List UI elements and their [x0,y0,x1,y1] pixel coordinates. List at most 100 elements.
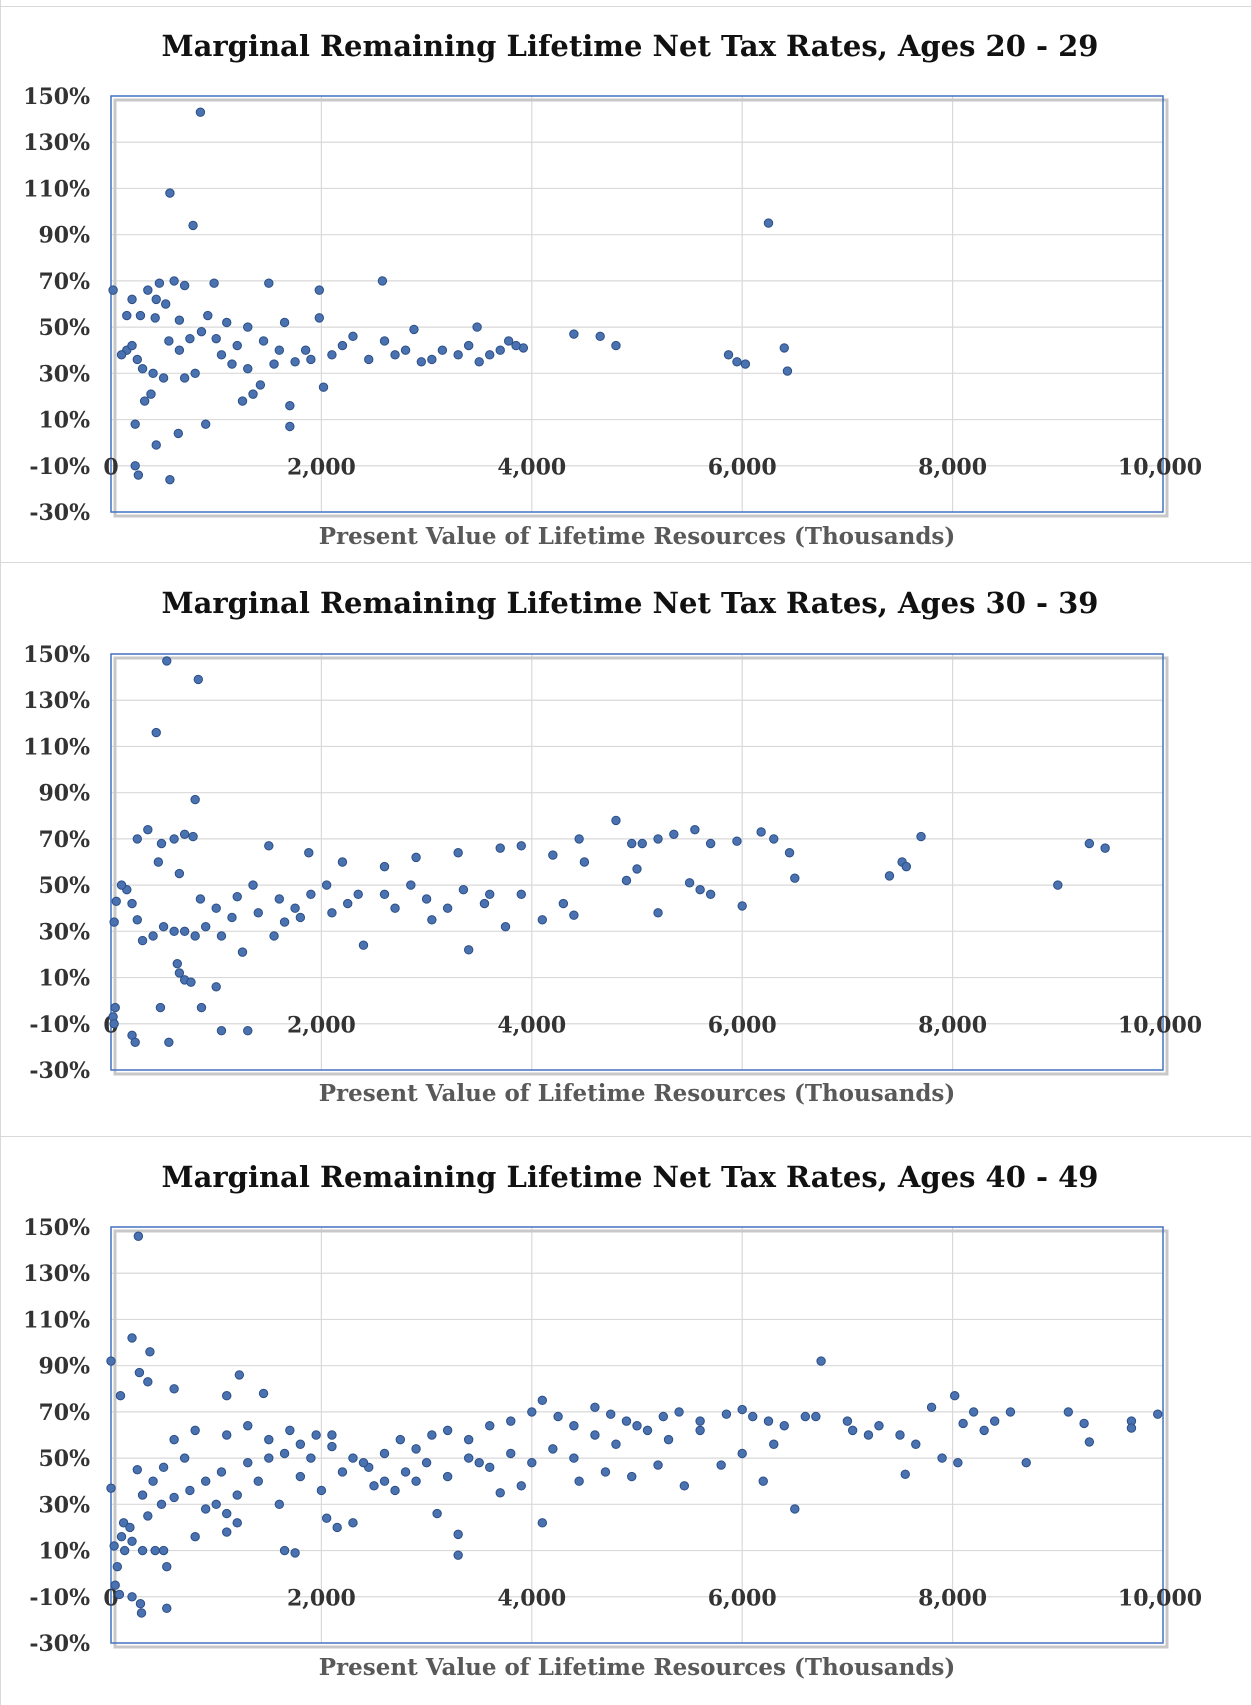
x-tick-label: 2,000 [287,1013,356,1039]
plot-frame-shadow [113,98,1169,518]
data-point [537,1395,548,1406]
x-axis-label: Present Value of Lifetime Resources (Tho… [319,523,955,550]
y-tick-label: 150% [23,1215,90,1241]
data-point [669,829,679,839]
data-point [295,1471,306,1482]
data-point [411,1476,421,1486]
data-point [290,903,300,913]
data-point [295,1439,306,1449]
data-point [130,1037,140,1047]
data-point [216,931,227,941]
data-point [179,829,190,839]
data-point [390,350,400,360]
data-point [642,1425,653,1436]
y-tick-label: -10% [29,1012,90,1038]
data-point [390,1485,400,1496]
data-point [316,1485,327,1496]
y-tick-label: 150% [23,642,90,668]
y-tick-label: -10% [29,1585,90,1611]
data-point [721,1409,732,1419]
data-point [222,1508,232,1519]
data-point [1063,1407,1074,1417]
data-point [1005,1407,1016,1417]
data-point [156,838,167,849]
data-point [158,922,169,932]
data-point [304,848,314,858]
data-point [353,889,363,900]
x-tick-label: 2,000 [287,1586,356,1612]
data-point [114,1589,125,1600]
data-point [106,1483,116,1493]
data-point [416,357,427,367]
data-point [118,1518,129,1528]
data-point [690,824,700,835]
data-point [600,1467,611,1477]
data-point [285,400,295,411]
data-point [130,419,140,429]
data-point [705,889,716,900]
data-point [295,912,306,923]
y-tick-label: 50% [38,315,90,341]
data-point [248,880,258,890]
data-point [321,880,332,890]
chart-title: Marginal Remaining Lifetime Net Tax Rate… [162,586,1099,620]
data-point [109,1541,119,1551]
data-point [895,1430,905,1440]
data-point [155,1002,166,1013]
data-point [279,917,290,927]
data-point [485,1421,495,1431]
data-point [574,1476,584,1486]
x-tick-label: 8,000 [918,455,987,481]
data-point [723,350,734,360]
y-tick-label: 30% [38,919,90,945]
y-tick-label: -30% [29,1058,90,1084]
data-point [926,1402,937,1412]
data-point [756,827,766,837]
data-point [379,1448,390,1459]
data-point [950,1391,960,1401]
data-point [222,1391,232,1401]
data-point [164,336,174,346]
data-point [222,317,232,328]
data-point [842,1416,853,1426]
data-point [458,885,469,895]
y-tick-label: 90% [38,1354,90,1380]
data-point [116,880,127,890]
data-point [463,340,474,351]
data-point [119,1545,130,1556]
data-point [232,1490,242,1500]
x-tick-label: 8,000 [918,1586,987,1612]
data-point [227,912,237,923]
y-tick-label: -30% [29,1631,90,1657]
y-tick-label: 10% [38,408,90,434]
y-tick-label: -10% [29,454,90,480]
data-point [1084,1437,1095,1447]
data-point [537,1518,548,1528]
data-point [274,1499,285,1510]
data-point [190,368,200,379]
data-point [200,922,211,932]
data-point [127,1592,137,1602]
data-point [737,901,747,911]
x-tick-label: 4,000 [497,455,566,481]
data-point [695,1416,705,1426]
x-tick-label: 0 [103,455,118,481]
data-point [790,1504,800,1514]
data-point [427,354,437,365]
data-point [663,1434,674,1445]
data-point [169,834,179,844]
data-point [253,1476,263,1486]
data-point [127,340,137,351]
data-point [151,727,161,738]
data-point [143,824,153,835]
data-point [364,354,374,365]
y-tick-label: 150% [23,84,90,110]
data-point [327,350,337,360]
data-point [453,1529,463,1540]
data-point [222,1527,232,1537]
data-point [222,1430,232,1440]
data-point [216,350,227,360]
data-point [968,1407,979,1417]
data-point [884,871,895,881]
data-point [348,331,358,342]
